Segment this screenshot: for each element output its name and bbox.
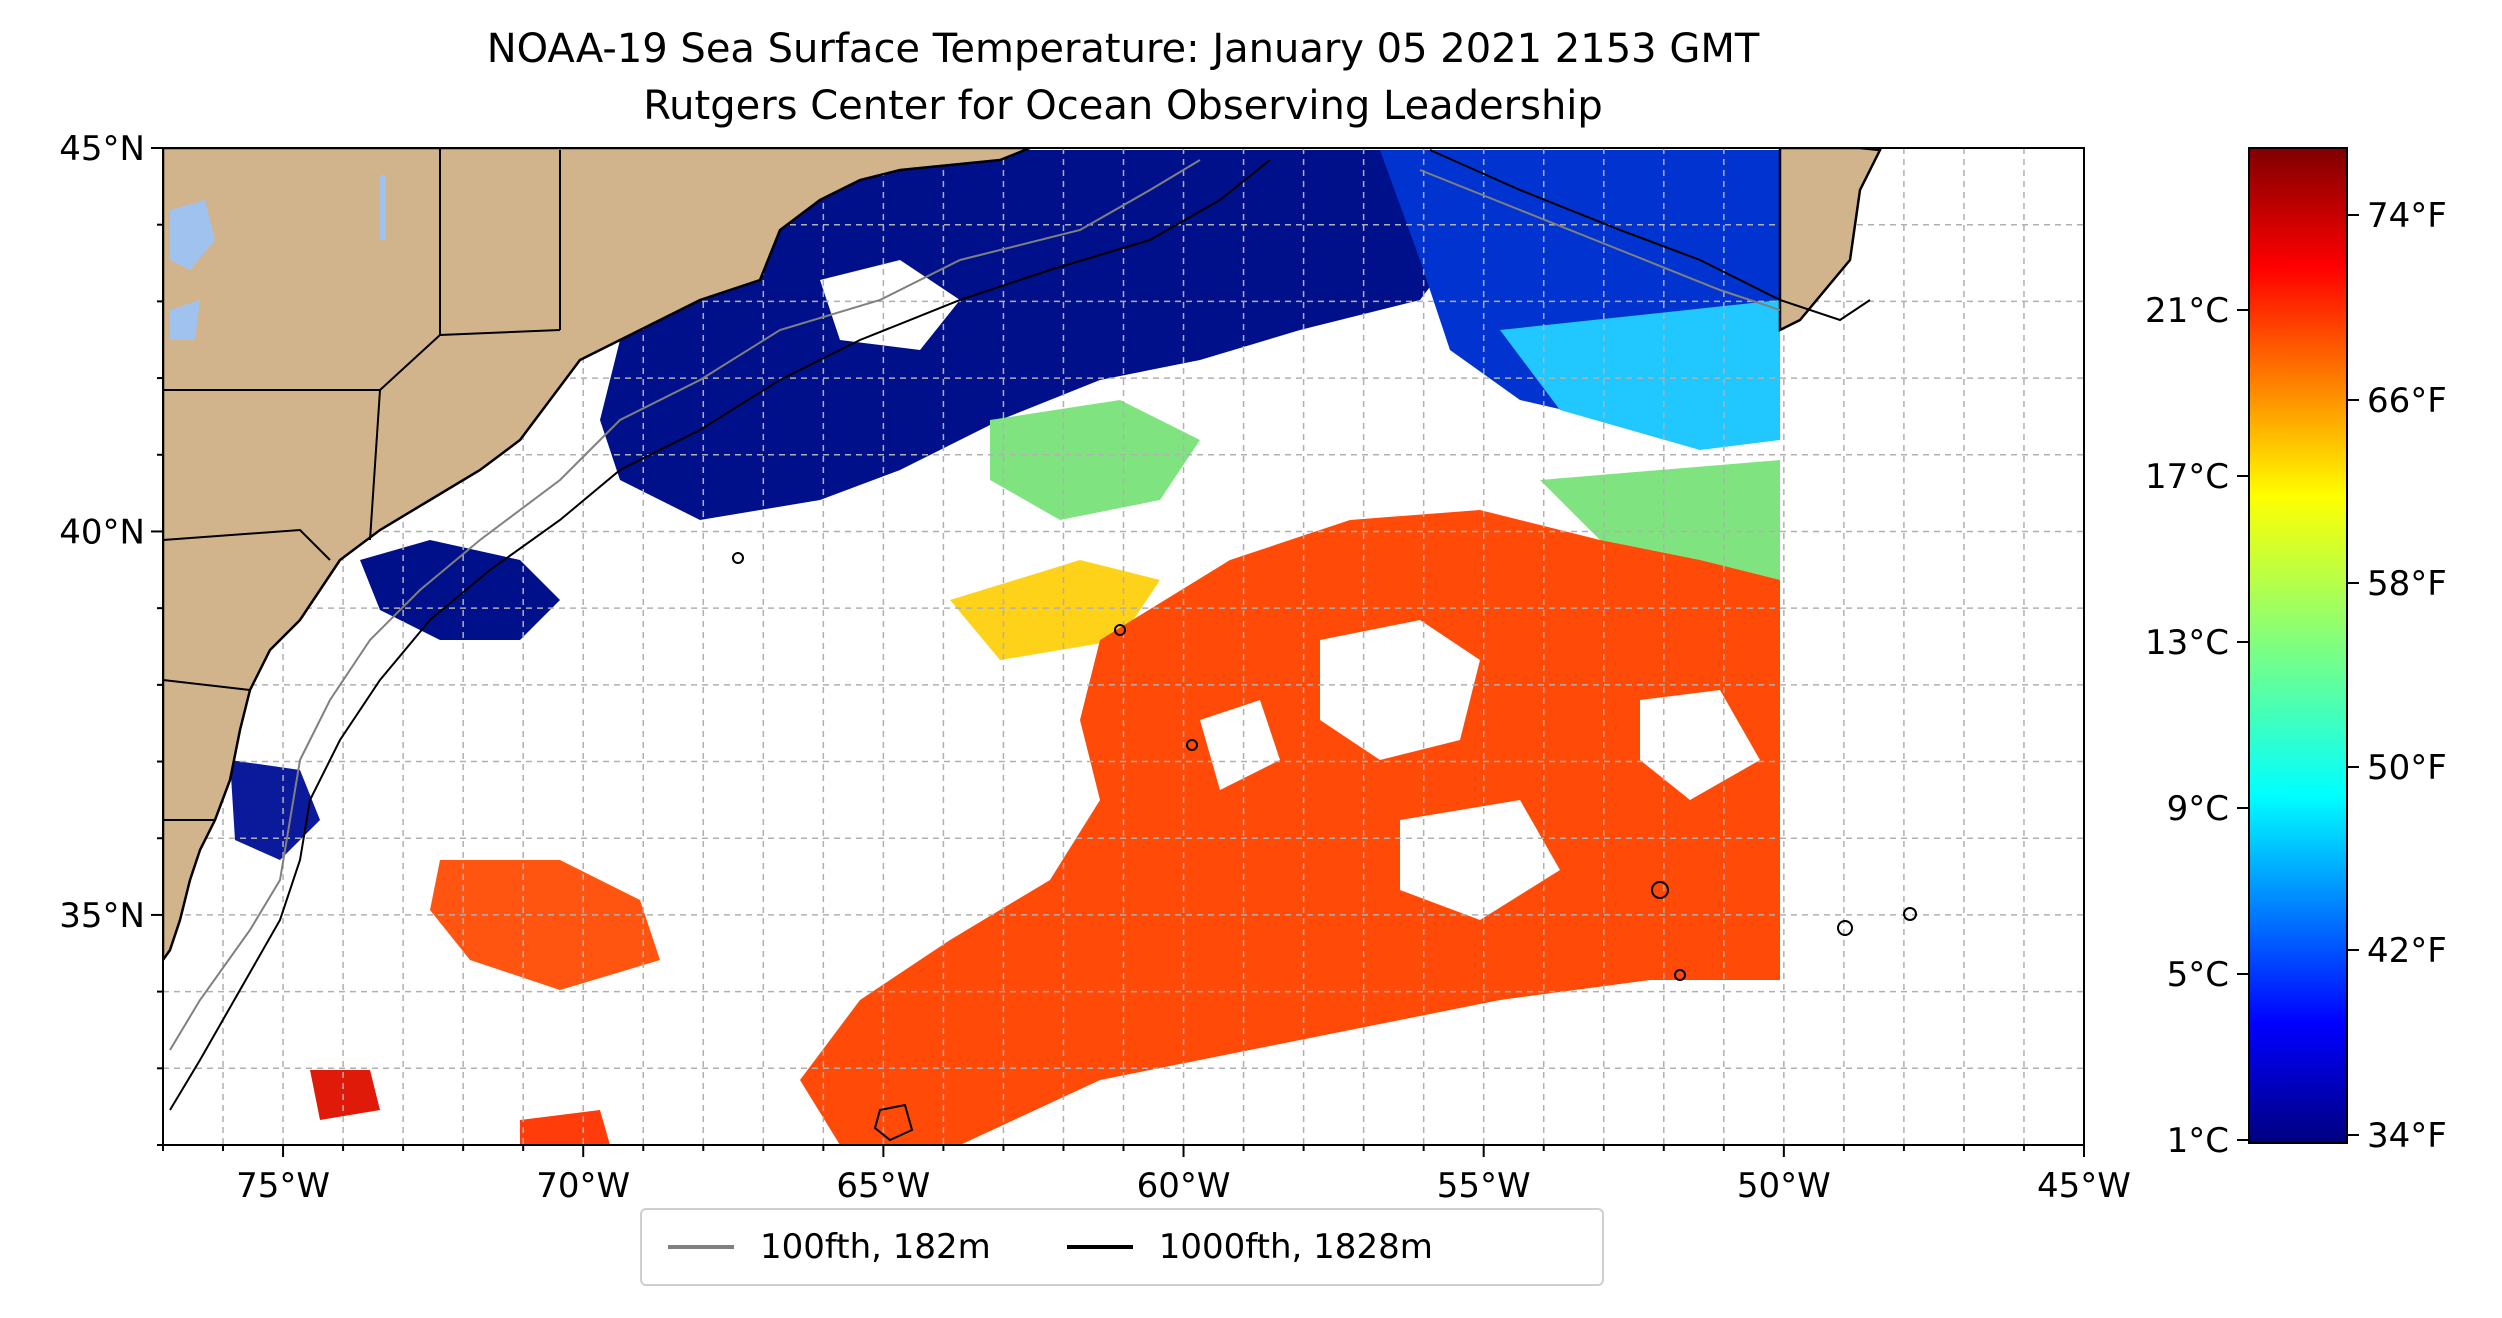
colorbar-celsius-label: 1°C (2167, 1121, 2229, 1161)
x-tick-label: 45°W (2037, 1166, 2131, 1206)
contour-legend: 100fth, 182m 1000fth, 1828m (640, 1208, 1604, 1286)
sst-field (230, 148, 2084, 1145)
bathymetry-contours (169, 149, 1917, 1142)
sst-warm-region (800, 510, 1780, 1145)
contour-100fth (169, 159, 1201, 1051)
sst-warm-patch (520, 1110, 610, 1145)
cloud-gap (1400, 800, 1560, 920)
cloud-gap (1200, 700, 1280, 790)
y-tick-label: 35°N (59, 896, 145, 936)
lake (170, 200, 215, 270)
lake (170, 300, 200, 340)
seamount-contour (873, 1103, 914, 1142)
colorbar-celsius-label: 17°C (2145, 457, 2229, 497)
y-axis: 45°N 40°N 35°N (59, 129, 163, 1146)
map-title: NOAA-19 Sea Surface Temperature: January… (486, 26, 1760, 72)
colorbar-celsius-label: 21°C (2145, 291, 2229, 331)
contour-1000fth (169, 159, 1271, 1111)
graticule (163, 148, 2084, 1145)
legend-swatch-100fth (668, 1245, 734, 1249)
colorbar-fahrenheit-label: 66°F (2367, 381, 2447, 421)
land-mass-ne (1778, 148, 1882, 333)
colorbar-celsius-label: 13°C (2145, 623, 2229, 663)
colorbar-fahrenheit-label: 58°F (2367, 564, 2447, 604)
seamount-contour (1674, 969, 1686, 981)
land (163, 148, 1882, 963)
contour-100fth-ne (1419, 169, 1781, 311)
sst-cold-region (600, 150, 1450, 520)
sst-warm-region-sw (310, 1070, 380, 1120)
y-tick-label: 40°N (59, 512, 145, 552)
colorbar-celsius-label: 5°C (2167, 955, 2229, 995)
legend-swatch-1000fth (1066, 1245, 1133, 1249)
map-subtitle: Rutgers Center for Ocean Observing Leade… (643, 83, 1603, 129)
legend-label-1000fth: 1000fth, 1828m (1158, 1227, 1433, 1267)
y-tick-label: 45°N (59, 129, 145, 169)
seamount-contour (1651, 881, 1669, 899)
no-data-region (1781, 148, 2084, 1145)
legend-label-100fth: 100fth, 182m (760, 1227, 991, 1267)
sst-yellow-band (950, 560, 1160, 660)
cloud-gap (820, 260, 960, 350)
colorbar-fahrenheit-label: 34°F (2367, 1116, 2447, 1156)
colorbar-celsius-label: 9°C (2167, 789, 2229, 829)
cloud-gap (1320, 620, 1480, 760)
sst-cyan-band (1500, 300, 1780, 450)
colorbar-fahrenheit-label: 74°F (2367, 196, 2447, 236)
x-tick-label: 75°W (236, 1166, 330, 1206)
x-tick-label: 50°W (1737, 1166, 1831, 1206)
x-axis: 75°W 70°W 65°W 60°W 55°W 50°W 45°W (162, 1145, 2131, 1206)
seamount-contour (1837, 920, 1853, 936)
x-tick-label: 55°W (1437, 1166, 1531, 1206)
sst-cold-region-coast (360, 540, 560, 640)
sst-warm-region-west (430, 860, 660, 990)
sst-cold-region-south (230, 760, 320, 860)
lake (380, 175, 386, 240)
colorbar-fahrenheit-label: 50°F (2367, 748, 2447, 788)
cloud-gap (1640, 690, 1760, 800)
seamount-contour (732, 552, 744, 564)
colorbar-fahrenheit-label: 42°F (2367, 931, 2447, 971)
colorbar (2248, 147, 2348, 1144)
land-mass (163, 148, 1031, 963)
legend-item-100fth: 100fth, 182m (642, 1227, 991, 1267)
colorbar-celsius-axis: 21°C 17°C 13°C 9°C 5°C 1°C (2145, 291, 2249, 1161)
colorbar-fahrenheit-axis: 74°F 66°F 58°F 50°F 42°F 34°F (2347, 196, 2447, 1156)
seamount-contour (1186, 739, 1198, 751)
seamount-contour (1903, 907, 1917, 921)
seamount-contour (1114, 624, 1126, 636)
legend-item-1000fth: 1000fth, 1828m (1041, 1227, 1433, 1267)
sst-green-band (990, 400, 1200, 520)
x-tick-label: 60°W (1137, 1166, 1231, 1206)
x-tick-label: 65°W (836, 1166, 930, 1206)
x-tick-label: 70°W (536, 1166, 630, 1206)
contour-1000fth-ne (1429, 149, 1871, 322)
